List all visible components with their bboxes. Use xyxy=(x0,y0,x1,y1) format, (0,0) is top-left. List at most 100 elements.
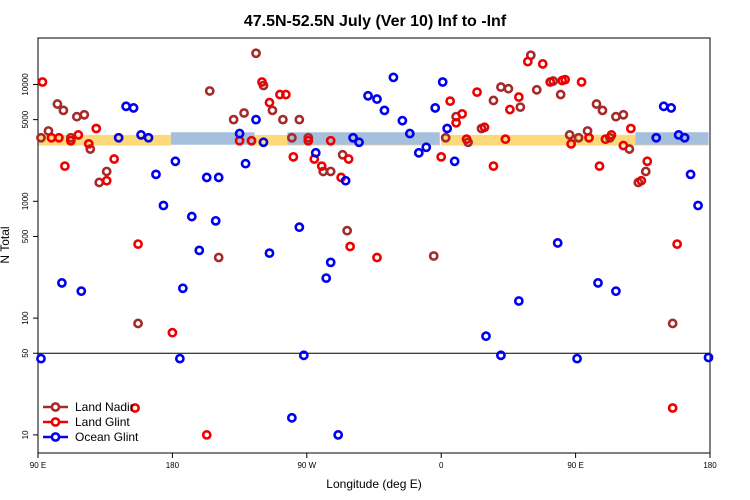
point-ocean-glint-42 xyxy=(437,77,448,87)
point-ocean-glint-49 xyxy=(572,353,582,364)
y-tick-label: 5000 xyxy=(21,110,30,128)
point-ocean-glint-8 xyxy=(151,169,161,180)
y-tick-label: 10000 xyxy=(21,73,30,96)
point-ocean-glint-24 xyxy=(294,222,305,233)
point-land-glint-55 xyxy=(667,403,678,413)
point-ocean-glint-5 xyxy=(128,103,139,113)
point-ocean-glint-25 xyxy=(298,350,309,361)
x-tick-label: 180 xyxy=(703,461,717,470)
point-land-nadir-25 xyxy=(342,225,353,236)
point-land-glint-26 xyxy=(343,154,354,164)
point-ocean-glint-46 xyxy=(496,350,506,361)
point-land-glint-41 xyxy=(537,59,548,69)
point-land-glint-17 xyxy=(264,97,275,108)
point-ocean-glint-28 xyxy=(325,257,336,268)
point-land-nadir-43 xyxy=(597,105,608,116)
point-land-glint-40 xyxy=(522,56,533,67)
point-land-glint-11 xyxy=(133,239,143,250)
legend-label-land-glint: Land Glint xyxy=(75,415,130,429)
point-land-glint-12 xyxy=(167,327,178,338)
point-ocean-glint-3 xyxy=(113,132,124,143)
point-land-glint-36 xyxy=(488,161,499,172)
point-land-nadir-14 xyxy=(239,108,249,118)
point-ocean-glint-59 xyxy=(703,352,714,363)
point-land-glint-45 xyxy=(566,138,577,149)
band-0-segment-0 xyxy=(38,134,171,146)
point-land-glint-53 xyxy=(636,175,647,186)
point-ocean-glint-48 xyxy=(552,238,563,248)
point-ocean-glint-43 xyxy=(442,123,453,134)
point-land-glint-3 xyxy=(59,161,70,172)
point-ocean-glint-18 xyxy=(234,128,245,139)
point-ocean-glint-30 xyxy=(340,175,351,186)
point-ocean-glint-40 xyxy=(421,142,432,153)
point-ocean-glint-56 xyxy=(679,132,690,143)
point-land-glint-5 xyxy=(73,130,84,140)
point-land-nadir-10 xyxy=(133,318,143,329)
point-ocean-glint-53 xyxy=(658,101,669,112)
point-land-glint-33 xyxy=(461,134,472,145)
point-land-glint-38 xyxy=(504,104,515,115)
point-land-nadir-9 xyxy=(101,166,112,177)
point-ocean-glint-9 xyxy=(158,200,169,211)
x-axis: 90 E 180 90 W 0 90 E 180 xyxy=(30,453,717,470)
point-ocean-glint-4 xyxy=(121,101,132,112)
point-land-nadir-13 xyxy=(228,114,239,125)
point-ocean-glint-2 xyxy=(76,286,87,297)
point-land-nadir-33 xyxy=(503,83,514,94)
point-land-glint-27 xyxy=(345,241,356,252)
point-ocean-glint-58 xyxy=(693,200,703,211)
point-land-glint-10 xyxy=(130,403,140,413)
point-land-nadir-32 xyxy=(496,82,506,92)
point-ocean-glint-31 xyxy=(348,132,358,143)
point-land-nadir-34 xyxy=(515,102,526,113)
point-ocean-glint-7 xyxy=(143,132,154,143)
point-ocean-glint-23 xyxy=(286,412,297,423)
point-land-glint-34 xyxy=(472,87,482,98)
point-ocean-glint-38 xyxy=(404,128,415,139)
point-ocean-glint-44 xyxy=(449,156,460,167)
point-land-nadir-23 xyxy=(325,166,336,177)
point-ocean-glint-36 xyxy=(388,72,399,83)
point-land-glint-0 xyxy=(37,77,48,87)
point-land-glint-2 xyxy=(54,132,64,143)
point-land-glint-13 xyxy=(201,430,212,440)
point-land-nadir-5 xyxy=(71,111,82,122)
point-land-glint-24 xyxy=(325,135,336,146)
y-axis: 10 50 100 500 1000 5000 10000 xyxy=(21,73,38,439)
point-ocean-glint-50 xyxy=(593,278,603,288)
point-land-glint-52 xyxy=(625,123,636,134)
point-land-nadir-19 xyxy=(286,132,297,143)
point-land-glint-31 xyxy=(451,117,462,128)
point-land-nadir-49 xyxy=(640,166,651,177)
point-ocean-glint-0 xyxy=(36,353,46,364)
point-ocean-glint-52 xyxy=(651,132,662,143)
x-tick-label: 0 xyxy=(439,461,444,470)
point-ocean-glint-22 xyxy=(264,248,275,259)
point-land-glint-50 xyxy=(606,130,617,140)
point-land-nadir-7 xyxy=(85,144,96,154)
y-tick-label: 1000 xyxy=(21,192,30,210)
point-ocean-glint-29 xyxy=(333,430,344,440)
point-land-nadir-31 xyxy=(488,95,499,106)
y-tick-label: 500 xyxy=(21,229,30,243)
point-land-glint-23 xyxy=(316,161,327,172)
point-land-glint-35 xyxy=(479,122,490,133)
point-ocean-glint-14 xyxy=(194,245,205,256)
point-land-nadir-20 xyxy=(294,114,305,125)
points-layer xyxy=(36,48,714,440)
point-ocean-glint-41 xyxy=(430,103,441,113)
point-land-glint-9 xyxy=(109,154,120,164)
point-land-nadir-46 xyxy=(618,109,629,120)
point-ocean-glint-17 xyxy=(213,172,224,183)
point-land-nadir-0 xyxy=(36,132,46,143)
point-land-glint-56 xyxy=(672,239,683,250)
point-ocean-glint-15 xyxy=(201,172,212,183)
x-tick-label: 90 E xyxy=(30,461,46,470)
point-land-glint-42 xyxy=(545,77,556,87)
point-land-glint-49 xyxy=(600,134,611,145)
legend-marker-land-nadir xyxy=(50,402,61,412)
plot-area-frame xyxy=(37,37,711,454)
